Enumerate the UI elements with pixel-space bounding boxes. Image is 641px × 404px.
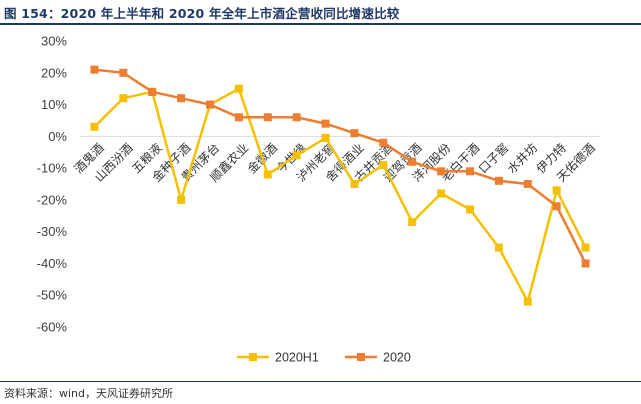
x-tick-label: 水井坊 [504, 140, 540, 176]
y-tick-label: -10% [37, 161, 68, 176]
title-divider [0, 23, 641, 25]
data-point [466, 205, 474, 214]
data-point [148, 87, 157, 96]
x-tick-label: 口子窖 [475, 140, 511, 176]
data-point [206, 100, 214, 109]
legend-swatch-marker [357, 353, 365, 361]
data-point [408, 157, 417, 166]
data-point [379, 138, 388, 147]
series-line [93, 87, 587, 303]
series-lines [90, 65, 590, 306]
data-point [552, 202, 561, 211]
data-point [321, 133, 330, 142]
data-point [321, 119, 330, 128]
series-2020h1 [90, 84, 590, 306]
data-point [292, 151, 301, 160]
y-tick-label: 10% [41, 97, 67, 112]
chart-title: 图 154：2020 年上半年和 2020 年全年上市酒企营收同比增速比较 [4, 6, 400, 21]
data-point [581, 259, 590, 268]
legend-item: 2020H1 [237, 351, 319, 365]
series-2020 [90, 65, 590, 268]
y-tick-label: -20% [37, 192, 68, 207]
data-point [552, 186, 561, 195]
data-point [581, 243, 590, 252]
y-tick-label: 0% [48, 129, 67, 144]
data-point [119, 94, 128, 103]
legend: 2020H1 2020 [237, 351, 411, 365]
data-point [263, 170, 272, 179]
data-point [408, 218, 417, 227]
data-point [437, 189, 446, 198]
y-tick-label: 20% [41, 65, 67, 80]
data-point [350, 180, 359, 188]
data-point [350, 129, 359, 138]
source-divider [0, 381, 641, 382]
y-tick-label: -40% [37, 256, 68, 271]
y-tick-label: -30% [37, 224, 68, 239]
data-point [263, 113, 272, 122]
y-tick-label: 30% [41, 34, 67, 49]
data-point [379, 160, 388, 169]
series-line [94, 68, 587, 264]
data-point [234, 84, 243, 93]
source-note: 资料来源：wind，天风证券研究所 [4, 387, 174, 400]
data-point [523, 180, 532, 188]
data-point [177, 195, 186, 204]
data-point [90, 65, 99, 74]
legend-item: 2020 [345, 351, 411, 365]
data-point [523, 297, 532, 306]
data-point [234, 113, 243, 122]
y-axis: 30% 20% 10% 0% -10% -20% -30% -40% -50% -60% [37, 34, 68, 335]
data-point [494, 243, 503, 252]
data-point [466, 167, 474, 176]
legend-label: 2020 [383, 351, 411, 365]
data-point [437, 167, 446, 176]
data-point [494, 176, 503, 185]
data-point [90, 122, 99, 131]
data-point [119, 68, 128, 77]
y-tick-label: -60% [37, 320, 68, 335]
x-axis-labels: 酒鬼酒山西汾酒五粮液金种子酒贵州茅台顺鑫农业金徽酒今世缘泸州老窖舍得酒业古井贡酒… [71, 140, 598, 185]
data-point [292, 113, 301, 122]
y-tick-label: -50% [37, 288, 68, 303]
legend-swatch-marker [249, 353, 257, 361]
legend-label: 2020H1 [275, 351, 319, 365]
data-point [177, 94, 186, 103]
